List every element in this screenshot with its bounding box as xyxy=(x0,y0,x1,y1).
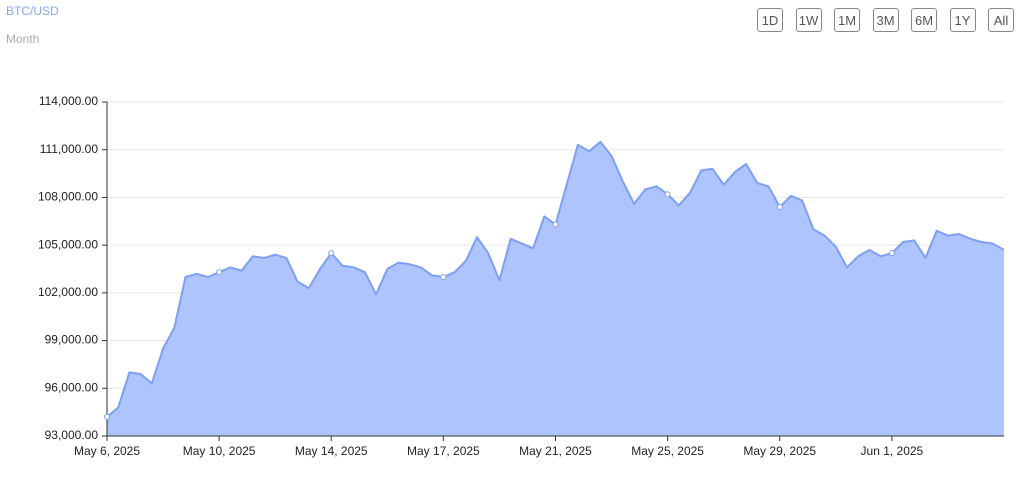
range-button[interactable]: 6M xyxy=(911,8,937,32)
point xyxy=(776,203,783,210)
x-tick-label: May 17, 2025 xyxy=(407,444,480,458)
area xyxy=(107,141,1004,437)
point xyxy=(104,413,110,420)
point xyxy=(552,221,559,228)
x-tick-label: May 14, 2025 xyxy=(295,444,368,458)
y-tick-label: 93,000.00 xyxy=(45,428,99,442)
range-button[interactable]: 1Y xyxy=(949,8,976,32)
chart-title: BTC/USD xyxy=(6,4,59,18)
point xyxy=(328,250,335,257)
x-tick-label: May 25, 2025 xyxy=(631,444,704,458)
y-tick-label: 111,000.00 xyxy=(40,142,99,156)
y-tick-label: 105,000.00 xyxy=(38,237,98,251)
range-button[interactable]: 1D xyxy=(757,8,783,32)
x-tick-label: May 10, 2025 xyxy=(183,444,256,458)
point xyxy=(888,250,895,257)
x-tick-label: May 21, 2025 xyxy=(519,444,592,458)
x-tick-label: Jun 1, 2025 xyxy=(861,444,924,458)
point xyxy=(216,269,223,276)
y-tick-label: 102,000.00 xyxy=(38,285,98,299)
range-button[interactable]: 1W xyxy=(795,8,822,32)
x-tick-label: May 29, 2025 xyxy=(743,444,816,458)
y-tick-label: 99,000.00 xyxy=(45,333,99,347)
point xyxy=(664,191,671,198)
range-button[interactable]: 3M xyxy=(872,8,899,32)
chart-subtitle: Month xyxy=(6,32,39,46)
x-tick-label: May 6, 2025 xyxy=(74,444,140,458)
y-tick-label: 96,000.00 xyxy=(45,380,99,394)
range-button[interactable]: 1M xyxy=(834,8,860,32)
point xyxy=(440,273,447,280)
range-button[interactable]: All xyxy=(988,8,1014,32)
y-tick-label: 108,000.00 xyxy=(38,190,98,204)
y-tick-label: 114,000.00 xyxy=(39,94,98,108)
